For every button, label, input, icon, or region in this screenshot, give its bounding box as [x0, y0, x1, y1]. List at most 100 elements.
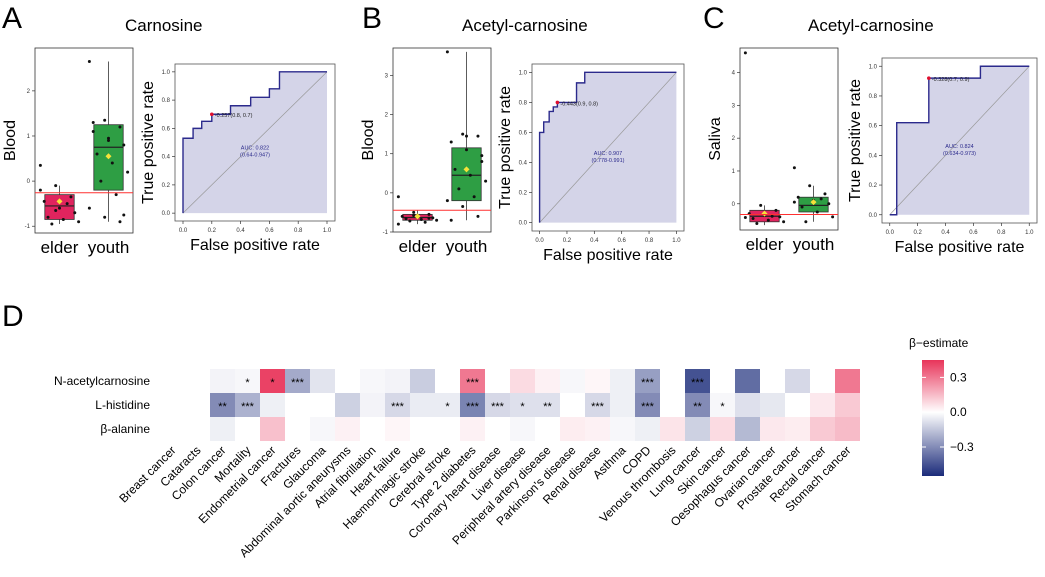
- heatmap-cell: [610, 393, 635, 417]
- data-point: [800, 205, 804, 209]
- y-tick-label: -1: [25, 224, 31, 230]
- significance-stars: ***: [691, 377, 705, 389]
- heatmap-cell: [435, 393, 460, 417]
- heatmap-cell: [360, 417, 385, 441]
- data-point: [457, 187, 461, 191]
- heatmap-cell: [660, 417, 685, 441]
- auc-label: AUC: 0.907: [594, 151, 622, 157]
- y-tick-label: 4: [732, 71, 736, 77]
- significance-stars: **: [218, 401, 227, 413]
- data-point: [831, 215, 835, 219]
- data-point: [480, 160, 484, 164]
- data-point: [782, 220, 786, 224]
- mean-marker: [56, 198, 63, 205]
- y-tick-label: 0.4: [869, 153, 878, 159]
- data-point: [122, 213, 126, 217]
- heatmap-cell: [310, 393, 335, 417]
- cutoff-label: -0.443(0.9, 0.8): [560, 101, 598, 107]
- data-point: [99, 179, 103, 183]
- data-point: [58, 206, 61, 210]
- heatmap-cell: [585, 417, 610, 441]
- heatmap-cell: [385, 369, 410, 393]
- heatmap-cell: [710, 369, 735, 393]
- data-point: [743, 51, 747, 55]
- legend-tick-label: −0.3: [950, 440, 974, 454]
- x-tick-label: 0.8: [294, 228, 303, 234]
- heatmap-cell: [160, 369, 185, 393]
- x-tick-label: 1.0: [672, 238, 681, 244]
- data-point: [396, 222, 400, 226]
- C-box-chart: 0 1 2 3 4 Saliva elder youth: [707, 47, 839, 254]
- x-axis-label: False positive rate: [895, 239, 1025, 256]
- data-point: [827, 202, 831, 206]
- heatmap-cell: [635, 369, 660, 393]
- x-tick-label: 0.0: [179, 228, 188, 234]
- heatmap-cell: [335, 417, 360, 441]
- panel-a-label: A: [2, 2, 23, 35]
- data-point: [61, 217, 65, 221]
- y-tick-label: 0.4: [519, 161, 528, 167]
- data-point: [38, 188, 42, 192]
- heatmap-cell: [585, 369, 610, 393]
- auc-label: AUC: 0.824: [945, 144, 973, 150]
- data-point: [54, 184, 58, 188]
- significance-stars: **: [693, 401, 702, 413]
- heatmap-cell: [785, 393, 810, 417]
- legend-colorbar: [922, 360, 944, 476]
- heatmap-cell: [585, 393, 610, 417]
- y-tick-label: 1.0: [519, 70, 528, 76]
- data-point: [69, 195, 73, 199]
- data-point: [42, 199, 46, 203]
- data-point: [87, 60, 91, 64]
- y-tick-label: 1: [27, 134, 31, 140]
- heatmap-cell: [710, 417, 735, 441]
- data-point: [50, 222, 54, 226]
- data-point: [103, 118, 107, 122]
- x-category-label: elder: [399, 237, 437, 256]
- y-axis-label: Blood: [2, 120, 19, 161]
- data-point: [435, 218, 439, 222]
- box-youth: [93, 124, 124, 191]
- data-point: [823, 192, 827, 196]
- heatmap-cell: [260, 393, 285, 417]
- heatmap-cell: [835, 417, 860, 441]
- heatmap-cell: [310, 417, 335, 441]
- heatmap-cell: [710, 393, 735, 417]
- diagonal-reference: [182, 71, 328, 214]
- heatmap-row-label: β-alanine: [100, 422, 150, 436]
- heatmap-cell: [260, 417, 285, 441]
- data-point: [427, 216, 431, 220]
- panel-b-label: B: [362, 2, 383, 35]
- y-tick-label: 0.6: [519, 130, 528, 136]
- heatmap-cell: [535, 417, 560, 441]
- roc-curve: [889, 65, 1030, 216]
- heatmap-cell: [510, 393, 535, 417]
- x-tick-label: 0.6: [618, 238, 627, 244]
- panel-b-title: Acetyl-carnosine: [462, 16, 588, 35]
- heatmap-cell: [610, 369, 635, 393]
- B-roc-chart: 0.0 0.0 0.2 0.2 0.4 0.4 0.6 0.6 0.8 0.8 1.0 1.0 Fals…: [497, 63, 685, 264]
- data-point: [431, 216, 435, 220]
- heatmap-cell: [185, 369, 210, 393]
- heatmap-cell: [835, 393, 860, 417]
- y-axis-label: True positive rate: [847, 79, 864, 202]
- auc-label: AUC: 0.822: [241, 146, 269, 152]
- y-tick-label: 0.2: [162, 183, 171, 189]
- diagonal-reference: [889, 66, 1030, 215]
- data-point: [114, 193, 118, 197]
- significance-stars: *: [720, 401, 725, 413]
- y-axis-label: True positive rate: [140, 81, 157, 204]
- heatmap-cell: [460, 369, 485, 393]
- heatmap-cell: [510, 369, 535, 393]
- significance-stars: ***: [641, 377, 655, 389]
- x-axis-label: False positive rate: [190, 237, 320, 254]
- heatmap-cell: [560, 417, 585, 441]
- significance-stars: ***: [591, 401, 605, 413]
- heatmap-cell: [410, 369, 435, 393]
- y-tick-label: 2: [385, 113, 389, 119]
- data-point: [449, 218, 453, 222]
- x-tick-label: 0.8: [645, 238, 654, 244]
- data-point: [46, 215, 50, 219]
- y-tick-label: 3: [732, 103, 736, 109]
- data-point: [396, 195, 400, 199]
